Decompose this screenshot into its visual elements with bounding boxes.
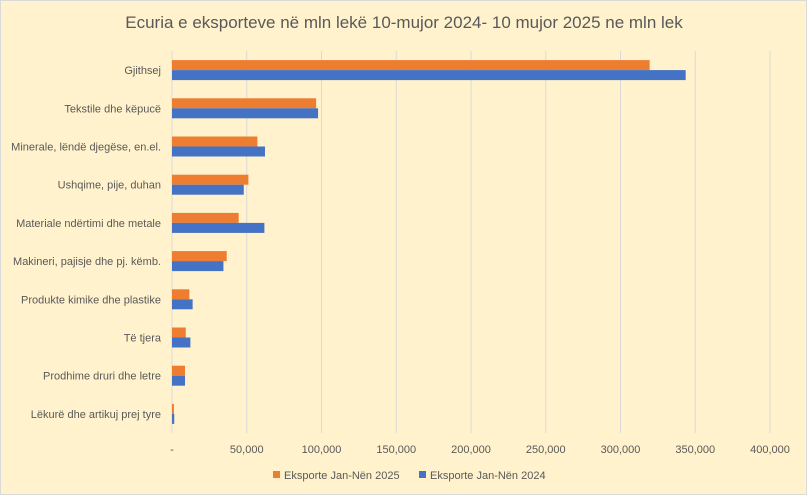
category-label: Minerale, lëndë djegëse, en.el.: [11, 142, 161, 154]
x-tick-label: 100,000: [302, 444, 342, 456]
bar-2025: [172, 251, 227, 262]
category-label: Ushqime, pije, duhan: [58, 180, 161, 192]
category-label: Lëkurë dhe artikuj prej tyre: [31, 409, 161, 421]
category-label: Prodhime druri dhe letre: [43, 371, 161, 383]
category-label: Makineri, pajisje dhe pj. këmb.: [13, 256, 161, 268]
bar-2025: [172, 403, 174, 414]
bar-2025: [172, 98, 317, 109]
bar-2024: [172, 108, 319, 119]
bar-2025: [172, 212, 239, 223]
bar-2024: [172, 222, 265, 233]
bar-2024: [172, 413, 175, 424]
legend-label: Eksporte Jan-Nën 2024: [430, 470, 546, 482]
x-tick-label: 50,000: [230, 444, 264, 456]
bar-2024: [172, 184, 244, 195]
x-tick-label: -: [170, 444, 174, 456]
category-label: Gjithsej: [124, 65, 161, 77]
bar-2025: [172, 365, 186, 376]
x-tick-label: 300,000: [601, 444, 641, 456]
bar-2024: [172, 70, 686, 81]
bar-2024: [172, 375, 186, 386]
category-label: Produkte kimike dhe plastike: [21, 294, 161, 306]
bar-2024: [172, 146, 265, 157]
x-tick-label: 150,000: [376, 444, 416, 456]
category-label: Të tjera: [124, 333, 162, 345]
x-tick-label: 400,000: [750, 444, 790, 456]
chart-title: Ecuria e eksporteve në mln lekë 10-mujor…: [125, 13, 683, 32]
legend-swatch: [273, 471, 280, 478]
bar-2024: [172, 337, 191, 348]
bar-2025: [172, 60, 650, 71]
category-label: Tekstile dhe këpucë: [64, 103, 161, 115]
bar-2025: [172, 174, 249, 185]
bar-2025: [172, 289, 190, 300]
bar-2025: [172, 136, 258, 147]
bar-2024: [172, 299, 193, 310]
x-tick-label: 200,000: [451, 444, 491, 456]
legend-swatch: [419, 471, 426, 478]
x-tick-label: 250,000: [526, 444, 566, 456]
bar-2024: [172, 261, 224, 272]
bar-2025: [172, 327, 186, 338]
category-label: Materiale ndërtimi dhe metale: [16, 218, 161, 230]
x-tick-label: 350,000: [675, 444, 715, 456]
legend-label: Eksporte Jan-Nën 2025: [284, 470, 400, 482]
